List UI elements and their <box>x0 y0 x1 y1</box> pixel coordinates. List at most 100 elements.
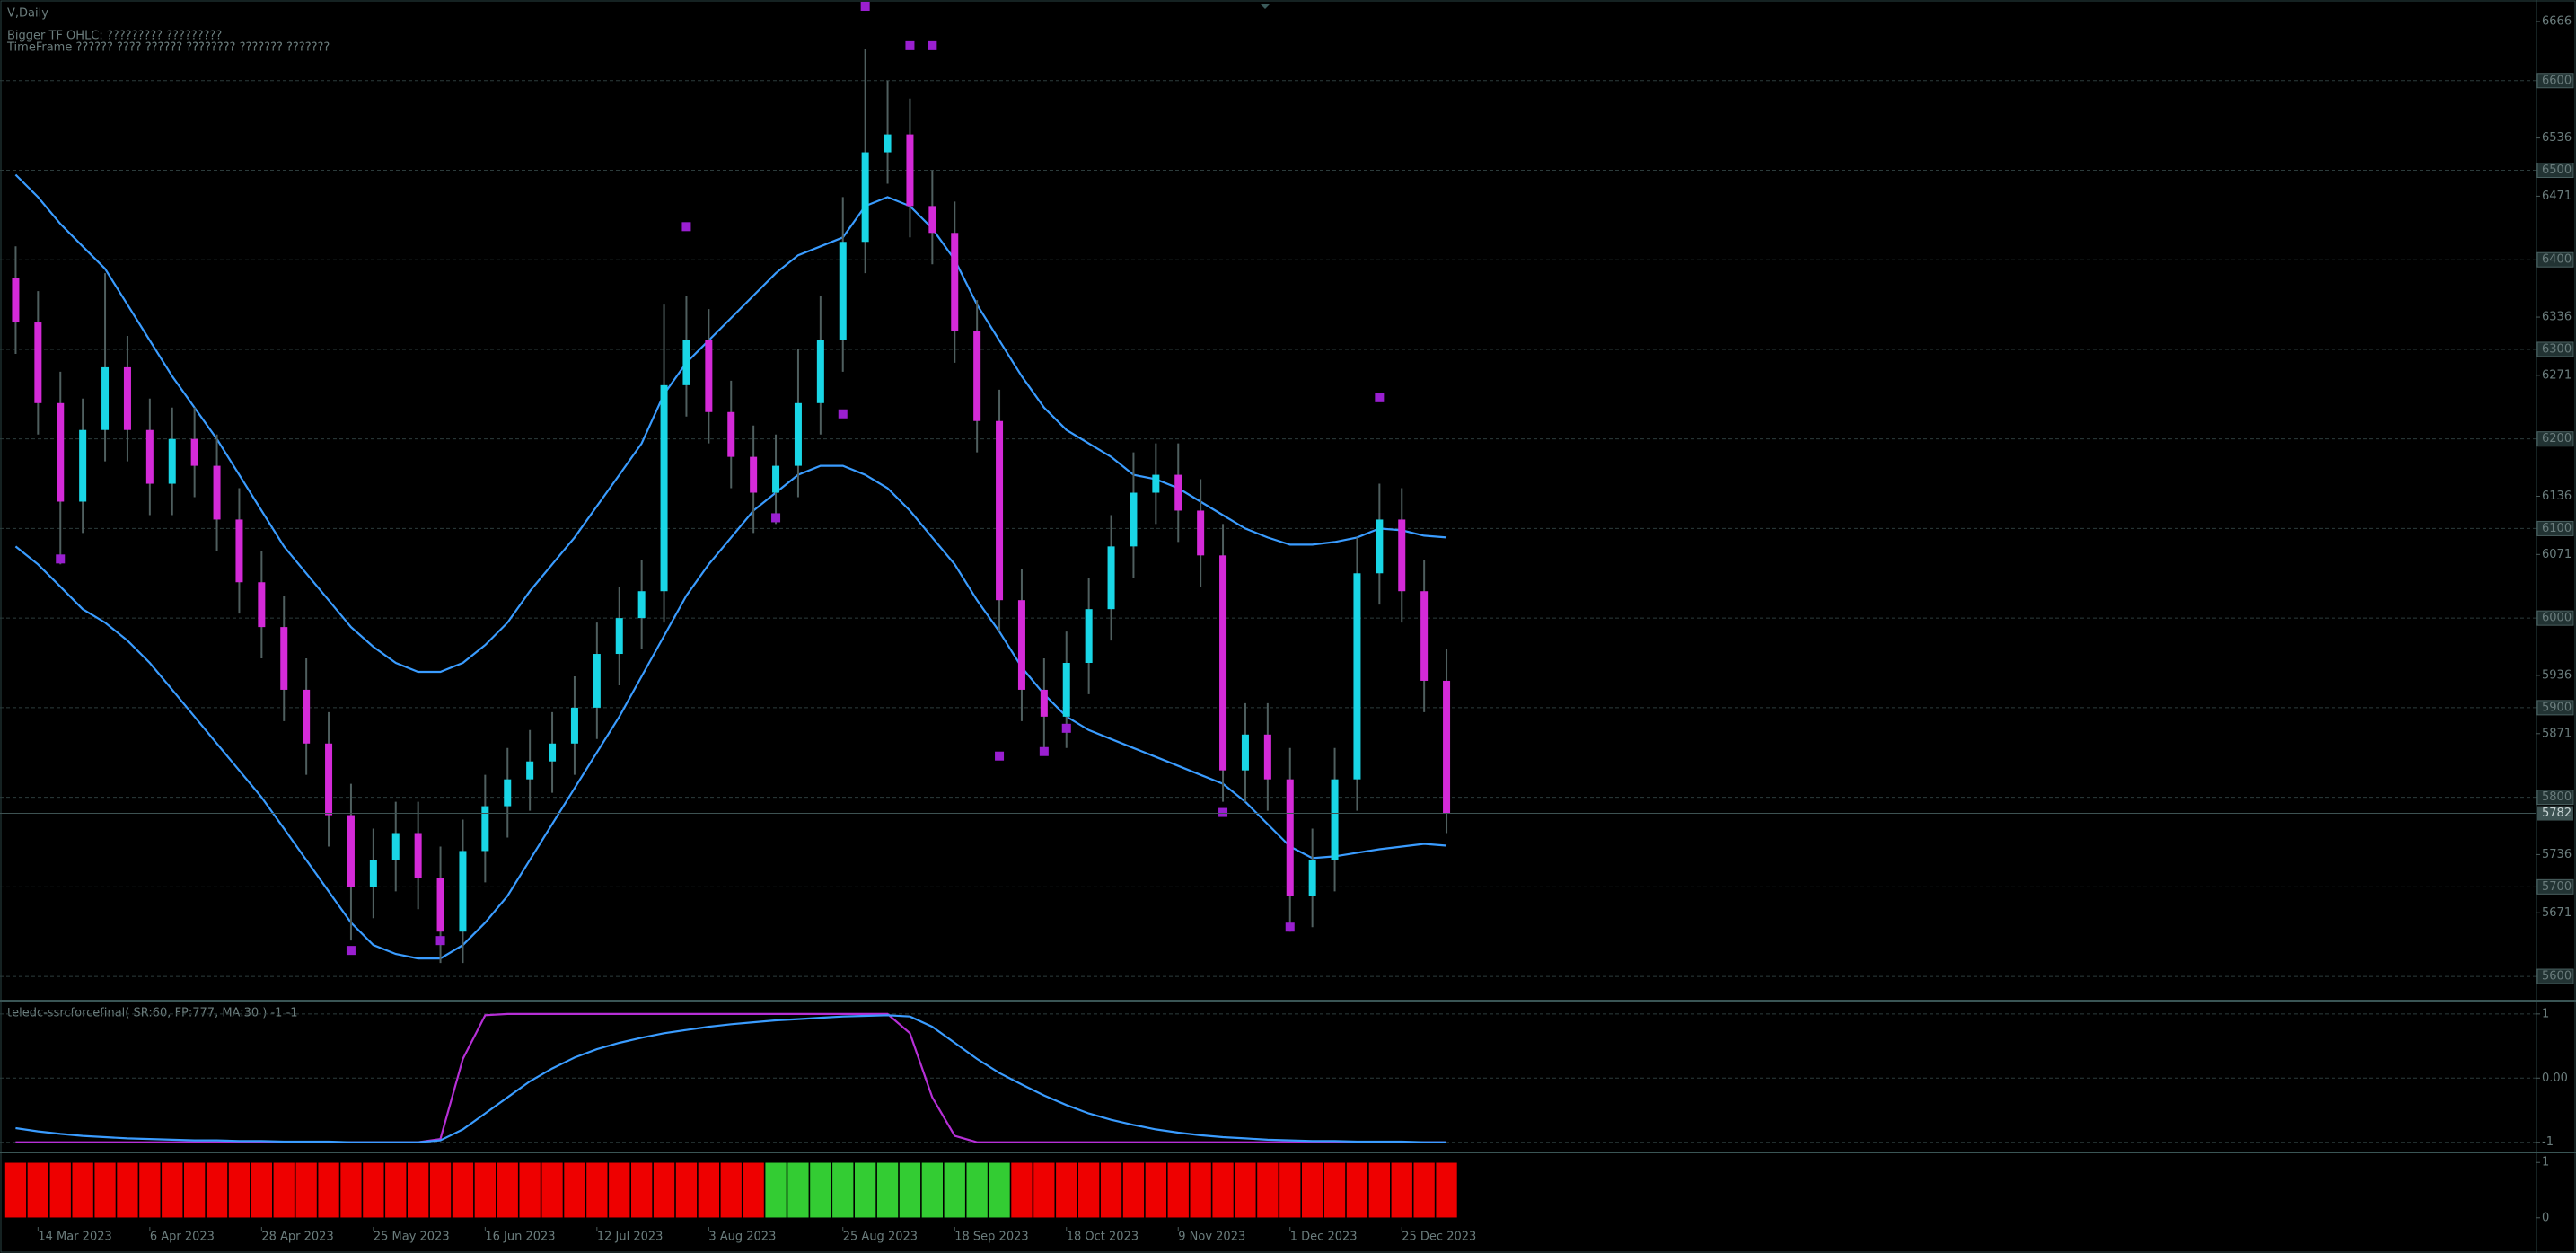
histogram-bar <box>474 1161 497 1219</box>
candle-body <box>258 582 266 628</box>
x-tick-label: 25 May 2023 <box>374 1231 450 1244</box>
histogram-bar <box>1077 1161 1100 1219</box>
histogram-bar <box>1391 1161 1413 1219</box>
histogram-bar <box>1368 1161 1391 1219</box>
x-tick-label: 28 Apr 2023 <box>261 1231 333 1244</box>
signal-marker <box>1375 393 1385 402</box>
histogram-bar <box>965 1161 989 1219</box>
candle-body <box>772 465 780 493</box>
histogram-bar <box>608 1161 630 1219</box>
candle-body <box>1130 492 1138 547</box>
y-tick-label: 6136 <box>2542 490 2572 503</box>
y-tick-label: -1 <box>2542 1135 2554 1149</box>
signal-marker <box>435 936 445 946</box>
signal-marker <box>838 409 848 419</box>
x-tick-label: 16 Jun 2023 <box>485 1231 555 1244</box>
y-tick-label: 5871 <box>2542 727 2572 740</box>
histogram-bar <box>27 1161 49 1219</box>
histogram-bar <box>496 1161 519 1219</box>
y-tick-label: 6536 <box>2542 131 2572 145</box>
histogram-bar <box>1234 1161 1257 1219</box>
histogram-bar <box>585 1161 609 1219</box>
band-line <box>14 173 1447 674</box>
histogram-bar <box>541 1161 564 1219</box>
histogram-bar <box>518 1161 541 1219</box>
tick-label-box <box>2536 610 2574 626</box>
histogram-bar <box>48 1161 72 1219</box>
histogram-bar <box>4 1161 27 1219</box>
histogram-bar <box>206 1161 228 1219</box>
candle-body <box>750 456 758 493</box>
y-tick-label: 6336 <box>2542 311 2572 324</box>
candle-body <box>570 707 578 744</box>
histogram-bar <box>653 1161 675 1219</box>
candle-body <box>145 429 154 484</box>
histogram-bar <box>563 1161 586 1219</box>
signal-marker <box>1218 807 1228 817</box>
x-tick-label: 1 Dec 2023 <box>1290 1231 1358 1244</box>
y-tick-label: 6100 <box>2542 522 2572 535</box>
candle-body <box>303 689 311 744</box>
tick-label-box <box>2536 878 2574 895</box>
y-tick-label: 6600 <box>2542 74 2572 87</box>
histogram-bar <box>1189 1161 1212 1219</box>
x-tick-label: 9 Nov 2023 <box>1178 1231 1245 1244</box>
candle-body <box>1376 519 1384 574</box>
y-tick-label: 5700 <box>2542 880 2572 894</box>
last-price-label: 5782 <box>2542 807 2572 820</box>
y-tick-label: 6000 <box>2542 612 2572 625</box>
histogram-bar <box>630 1161 653 1219</box>
histogram-bar <box>1256 1161 1279 1219</box>
histogram-bar <box>71 1161 94 1219</box>
candle-body <box>794 402 802 466</box>
histogram-bar <box>944 1161 966 1219</box>
x-tick-label: 25 Dec 2023 <box>1402 1231 1476 1244</box>
histogram-bar <box>1122 1161 1145 1219</box>
candle-body <box>996 420 1004 601</box>
histogram-bar <box>1010 1161 1033 1219</box>
y-tick-label: 5600 <box>2542 970 2572 984</box>
candle-body <box>235 519 243 583</box>
candle-body <box>1308 860 1316 896</box>
candle-body <box>1219 555 1227 771</box>
candle-body <box>1040 689 1048 717</box>
candle-body <box>973 331 981 421</box>
candle-body <box>593 654 601 708</box>
candle-body <box>1062 663 1070 717</box>
candle-body <box>1263 734 1271 780</box>
signal-marker <box>1061 723 1071 733</box>
histogram-bar <box>339 1161 363 1219</box>
tick-label-box <box>2536 73 2574 89</box>
histogram-bar <box>452 1161 474 1219</box>
candle-body <box>12 278 20 323</box>
y-tick-label: 5671 <box>2542 906 2572 920</box>
histogram-bar <box>138 1161 162 1219</box>
histogram-bar <box>1279 1161 1302 1219</box>
candle-body <box>459 851 467 932</box>
y-tick-label: 5800 <box>2542 790 2572 804</box>
histogram-bar <box>1346 1161 1368 1219</box>
candle-body <box>1398 519 1406 592</box>
candle-body <box>727 411 735 457</box>
band-line <box>14 464 1447 960</box>
candle-body <box>168 438 176 484</box>
y-tick-label: 6471 <box>2542 190 2572 203</box>
histogram-bar <box>295 1161 318 1219</box>
histogram-bar <box>809 1161 832 1219</box>
histogram-bar <box>742 1161 765 1219</box>
tick-label-box <box>2536 251 2574 268</box>
x-tick-label: 18 Oct 2023 <box>1067 1231 1139 1244</box>
candle-body <box>123 366 131 430</box>
histogram-bar <box>988 1161 1011 1219</box>
candle-body <box>928 206 936 234</box>
candle-body <box>549 743 557 762</box>
shift-marker <box>1260 4 1270 9</box>
candle-body <box>839 242 847 340</box>
histogram-bar <box>1211 1161 1235 1219</box>
y-tick-label: 0.00 <box>2542 1072 2568 1085</box>
candle-body <box>1331 779 1339 860</box>
tick-label-box <box>2536 968 2574 984</box>
candle-body <box>1107 546 1115 610</box>
